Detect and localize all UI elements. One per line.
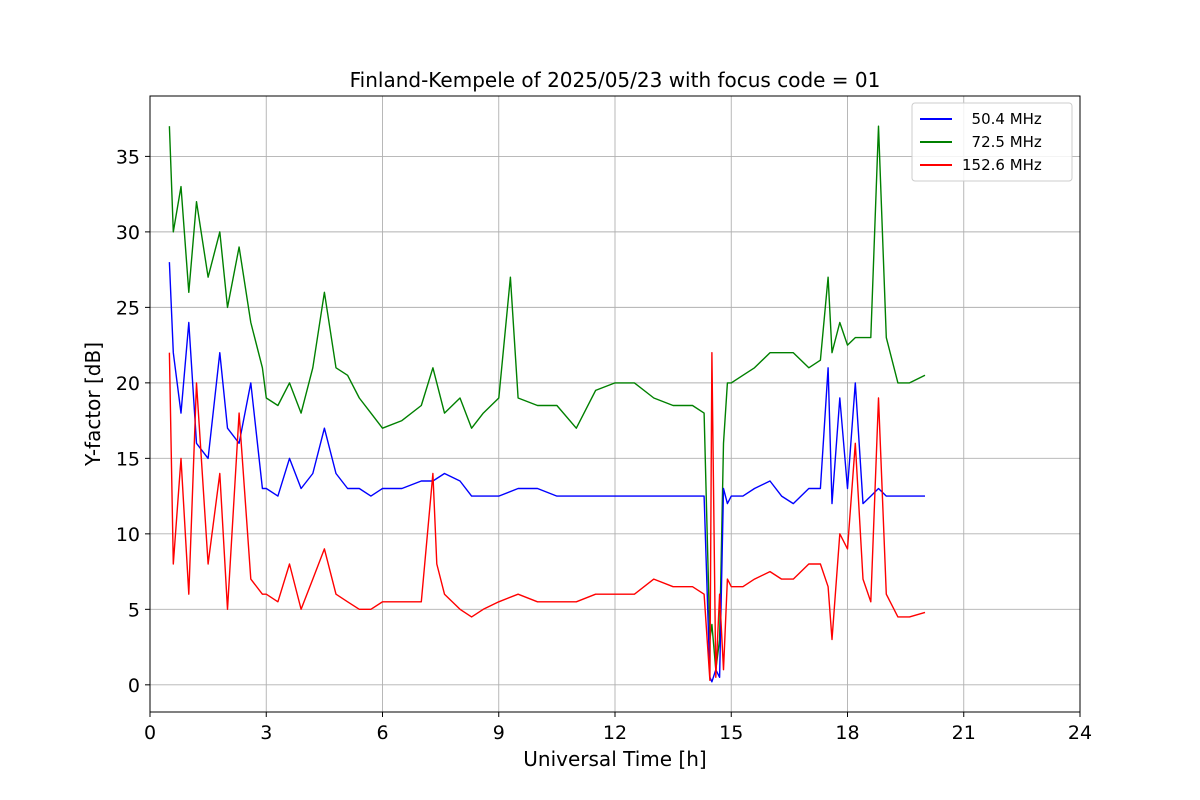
x-tick-label: 21 [952,722,976,744]
y-tick-label: 25 [116,297,140,319]
x-tick-label: 3 [260,722,272,744]
plot-series [168,125,926,683]
x-tick-label: 9 [493,722,505,744]
y-tick-label: 0 [128,675,140,697]
y-tick-label: 20 [116,373,140,395]
x-tick-label: 15 [719,722,743,744]
x-tick-label: 24 [1068,722,1092,744]
x-axis-ticks: 0 3 6 9 12 15 18 21 24 [144,712,1092,744]
x-tick-label: 6 [376,722,388,744]
legend-label: 50.4 MHz [962,110,1042,128]
y-tick-label: 10 [116,524,140,546]
y-tick-label: 15 [116,448,140,470]
series-line-0 [168,262,925,683]
series-line-1 [168,125,926,671]
legend-label: 72.5 MHz [962,133,1042,151]
series-line-2 [168,352,926,681]
legend-box [911,102,1073,182]
x-tick-label: 0 [144,722,156,744]
y-tick-label: 35 [116,146,140,168]
x-axis-label: Universal Time [h] [523,747,706,771]
legend-label: 152.6 MHz [962,156,1042,174]
y-tick-label: 5 [128,599,140,621]
chart-title: Finland-Kempele of 2025/05/23 with focus… [350,68,881,92]
y-axis-label: Y-factor [dB] [81,342,105,467]
y-axis-ticks: 0 5 10 15 20 25 30 35 [116,146,150,697]
x-tick-label: 18 [835,722,859,744]
y-tick-label: 30 [116,222,140,244]
legend: 50.4 MHz 72.5 MHz 152.6 MHz [911,102,1073,182]
x-tick-label: 12 [603,722,627,744]
